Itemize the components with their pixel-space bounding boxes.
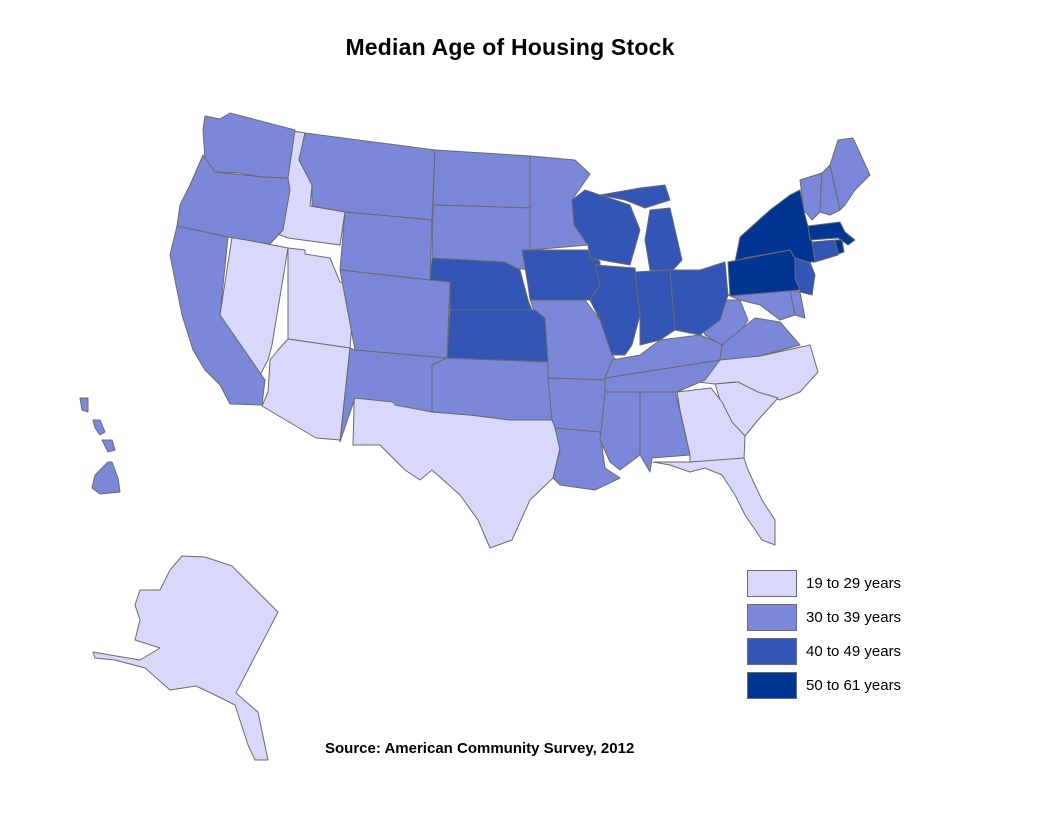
state-ma xyxy=(807,221,856,246)
legend-item-50-61: 50 to 61 years xyxy=(747,672,901,699)
legend-item-30-39: 30 to 39 years xyxy=(747,604,901,631)
legend-item-40-49: 40 to 49 years xyxy=(747,638,901,665)
state-va xyxy=(719,317,801,361)
state-nd xyxy=(432,149,535,209)
state-ri xyxy=(834,239,845,255)
state-fl xyxy=(652,457,776,546)
state-ok xyxy=(431,357,553,421)
state-ak xyxy=(92,555,279,761)
state-ca xyxy=(169,225,266,406)
legend-item-19-29: 19 to 29 years xyxy=(747,570,901,597)
legend-swatch xyxy=(747,638,797,665)
state-mi-up xyxy=(599,184,671,209)
state-or xyxy=(176,154,291,245)
state-ny xyxy=(734,189,816,263)
category-40-49 xyxy=(429,184,839,363)
state-me xyxy=(829,137,871,211)
state-hi xyxy=(79,397,89,413)
state-wa xyxy=(202,112,296,179)
state-hi-3 xyxy=(101,439,116,453)
state-ms xyxy=(599,391,641,471)
state-in xyxy=(634,269,676,346)
legend-label: 30 to 39 years xyxy=(806,609,902,626)
state-hi-4 xyxy=(91,461,121,495)
category-30-39 xyxy=(79,112,871,495)
category-19-29 xyxy=(92,130,819,761)
state-hi-2 xyxy=(92,419,106,436)
category-50-61 xyxy=(727,189,856,297)
state-pa xyxy=(727,249,801,297)
legend-label: 40 to 49 years xyxy=(806,643,902,660)
state-ky xyxy=(604,334,726,379)
legend-label: 19 to 29 years xyxy=(806,575,902,592)
state-de xyxy=(789,289,806,319)
legend-swatch xyxy=(747,570,797,597)
legend: 19 to 29 years 30 to 39 years 40 to 49 y… xyxy=(747,570,901,706)
state-wi xyxy=(571,189,641,266)
state-oh xyxy=(669,261,729,336)
state-mt xyxy=(298,132,436,221)
state-co xyxy=(339,269,451,359)
source-note: Source: American Community Survey, 2012 xyxy=(325,740,635,757)
legend-label: 50 to 61 years xyxy=(806,677,902,694)
legend-swatch xyxy=(747,672,797,699)
state-ct xyxy=(811,239,839,263)
legend-swatch xyxy=(747,604,797,631)
state-ks xyxy=(446,309,549,363)
state-wy xyxy=(339,211,433,281)
state-ia xyxy=(521,249,601,301)
state-nh xyxy=(819,164,841,216)
state-az xyxy=(261,338,351,441)
state-mi xyxy=(644,207,683,271)
chart-title: Median Age of Housing Stock xyxy=(345,34,675,60)
